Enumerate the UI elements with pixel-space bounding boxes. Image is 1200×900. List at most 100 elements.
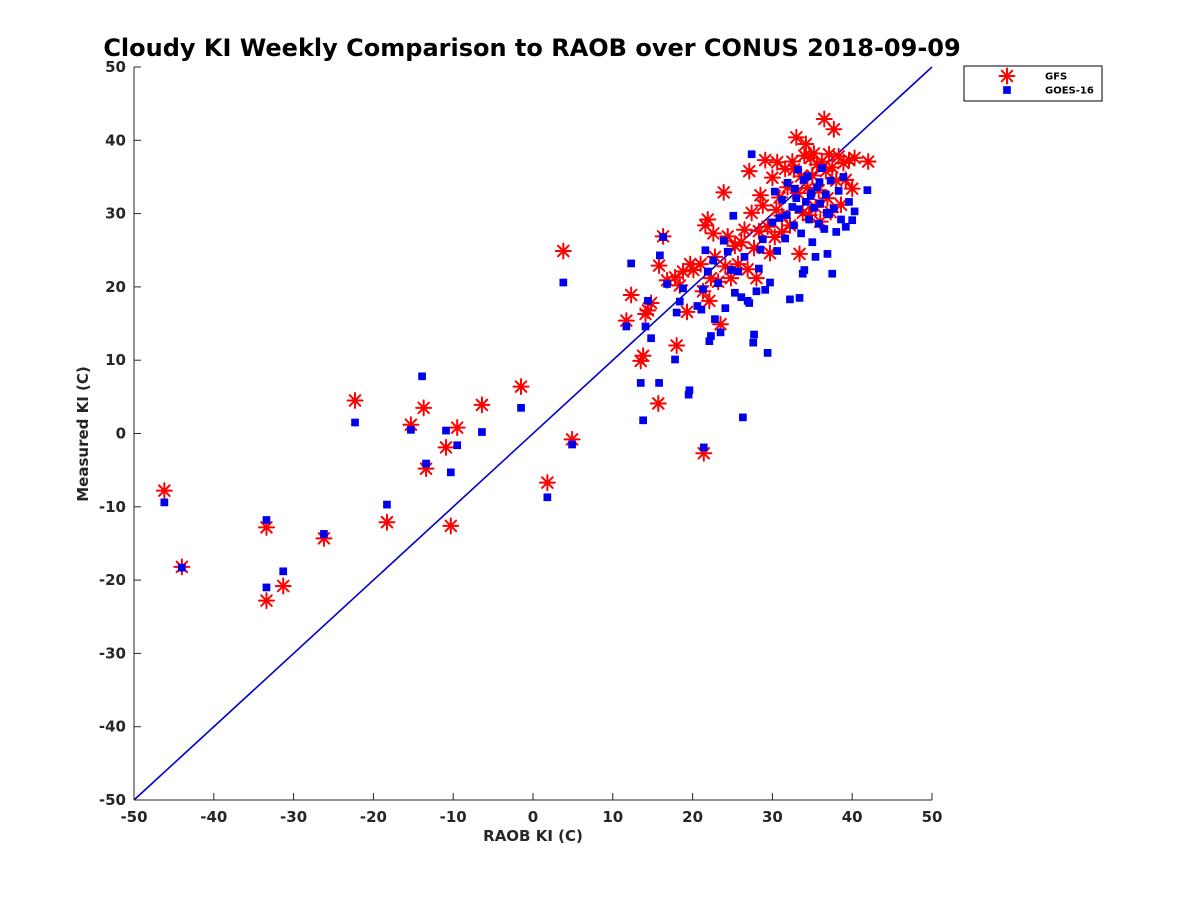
y-tick-label: -50 — [99, 791, 126, 809]
data-point-gfs — [791, 245, 809, 263]
data-point-goes — [262, 516, 271, 524]
data-point-goes — [829, 204, 838, 213]
data-point-goes — [705, 337, 714, 345]
data-point-goes — [807, 189, 816, 197]
data-point-goes — [814, 220, 823, 228]
data-point-gfs — [719, 227, 737, 245]
data-point-goes — [160, 498, 169, 507]
data-point-gfs — [473, 396, 491, 414]
data-point-goes — [693, 302, 702, 310]
data-point-gfs — [823, 158, 841, 176]
data-point-goes — [644, 296, 652, 305]
data-point-goes — [262, 583, 271, 592]
x-ticks: -50 -40 -30 -20 -10 0 10 20 30 40 50 — [120, 793, 942, 826]
y-tick-label: 50 — [105, 58, 126, 76]
data-point-goes — [766, 278, 774, 287]
data-point-gfs — [795, 147, 813, 165]
data-point-gfs — [726, 237, 744, 255]
data-point-goes — [797, 229, 805, 238]
data-point-gfs — [448, 419, 466, 437]
data-point-gfs — [554, 242, 572, 260]
data-point-goes — [810, 203, 818, 212]
data-point-goes — [737, 293, 746, 302]
data-point-goes — [699, 443, 708, 452]
x-tick-label: -50 — [120, 808, 147, 826]
data-point-gfs — [274, 577, 292, 595]
chart-title: Cloudy KI Weekly Comparison to RAOB over… — [103, 34, 960, 62]
data-point-goes — [543, 493, 552, 502]
y-axis-label: Measured KI (C) — [74, 366, 92, 502]
data-point-goes — [811, 252, 820, 261]
data-point-gfs — [674, 263, 692, 281]
x-tick-label: 10 — [602, 808, 623, 826]
data-point-gfs — [759, 218, 777, 236]
data-point-gfs — [722, 269, 740, 287]
data-point-gfs — [781, 216, 799, 234]
data-point-goes — [808, 238, 817, 247]
x-tick-label: -10 — [440, 808, 467, 826]
data-point-goes — [656, 251, 664, 260]
data-point-goes — [781, 234, 790, 243]
data-point-gfs — [512, 378, 530, 396]
y-ticks: -50 -40 -30 -20 -10 0 10 20 30 40 50 — [99, 58, 141, 809]
data-point-goes — [627, 259, 636, 268]
data-point-gfs — [315, 529, 333, 547]
data-point-goes — [839, 173, 848, 181]
data-point-gfs — [754, 197, 772, 215]
data-point-goes — [517, 403, 525, 412]
data-point-goes — [178, 563, 186, 572]
data-point-gfs — [773, 223, 791, 241]
data-point-goes — [418, 372, 426, 381]
legend-marker-goes-16 — [1003, 86, 1011, 94]
reference-line — [133, 66, 933, 801]
data-point-goes — [697, 305, 706, 314]
data-point-gfs — [402, 416, 420, 434]
data-point-goes — [701, 246, 710, 255]
data-point-goes — [739, 413, 747, 422]
data-point-goes — [802, 198, 810, 206]
data-point-gfs — [779, 178, 797, 196]
data-point-goes — [351, 418, 359, 427]
data-point-goes — [799, 176, 808, 184]
data-point-gfs — [859, 153, 877, 171]
series-goes-16 — [160, 150, 872, 592]
data-point-gfs — [257, 518, 275, 536]
data-point-gfs — [740, 162, 758, 180]
data-point-gfs — [155, 482, 173, 500]
data-point-gfs — [776, 160, 794, 178]
data-point-gfs — [817, 162, 835, 180]
data-point-goes — [320, 530, 328, 538]
data-point-gfs — [805, 144, 823, 162]
legend-box — [963, 65, 1103, 102]
data-point-goes — [699, 285, 707, 293]
data-point-goes — [707, 332, 715, 340]
data-point-goes — [639, 416, 647, 425]
data-point-gfs — [732, 233, 750, 251]
data-point-goes — [685, 386, 694, 395]
data-point-goes — [422, 459, 430, 468]
data-point-goes — [768, 218, 777, 227]
x-tick-label: -40 — [200, 808, 227, 826]
data-point-goes — [837, 215, 845, 224]
data-point-gfs — [650, 257, 668, 275]
data-point-goes — [832, 228, 841, 236]
data-point-goes — [714, 279, 722, 288]
data-point-gfs — [692, 255, 710, 273]
legend-label: GOES-16 — [1045, 86, 1094, 97]
data-point-gfs — [787, 128, 805, 146]
x-tick-label: -30 — [280, 808, 307, 826]
data-point-gfs — [846, 149, 864, 167]
data-point-gfs — [756, 151, 774, 169]
data-point-goes — [709, 256, 718, 265]
data-point-gfs — [803, 166, 821, 184]
data-point-goes — [568, 440, 576, 449]
y-tick-label: -40 — [99, 718, 126, 736]
data-point-gfs — [789, 184, 807, 202]
data-point-goes — [636, 379, 645, 387]
x-tick-label: 40 — [842, 808, 863, 826]
data-point-goes — [559, 278, 568, 287]
data-point-goes — [675, 297, 684, 306]
data-point-goes — [816, 199, 825, 208]
data-point-goes — [703, 267, 712, 276]
